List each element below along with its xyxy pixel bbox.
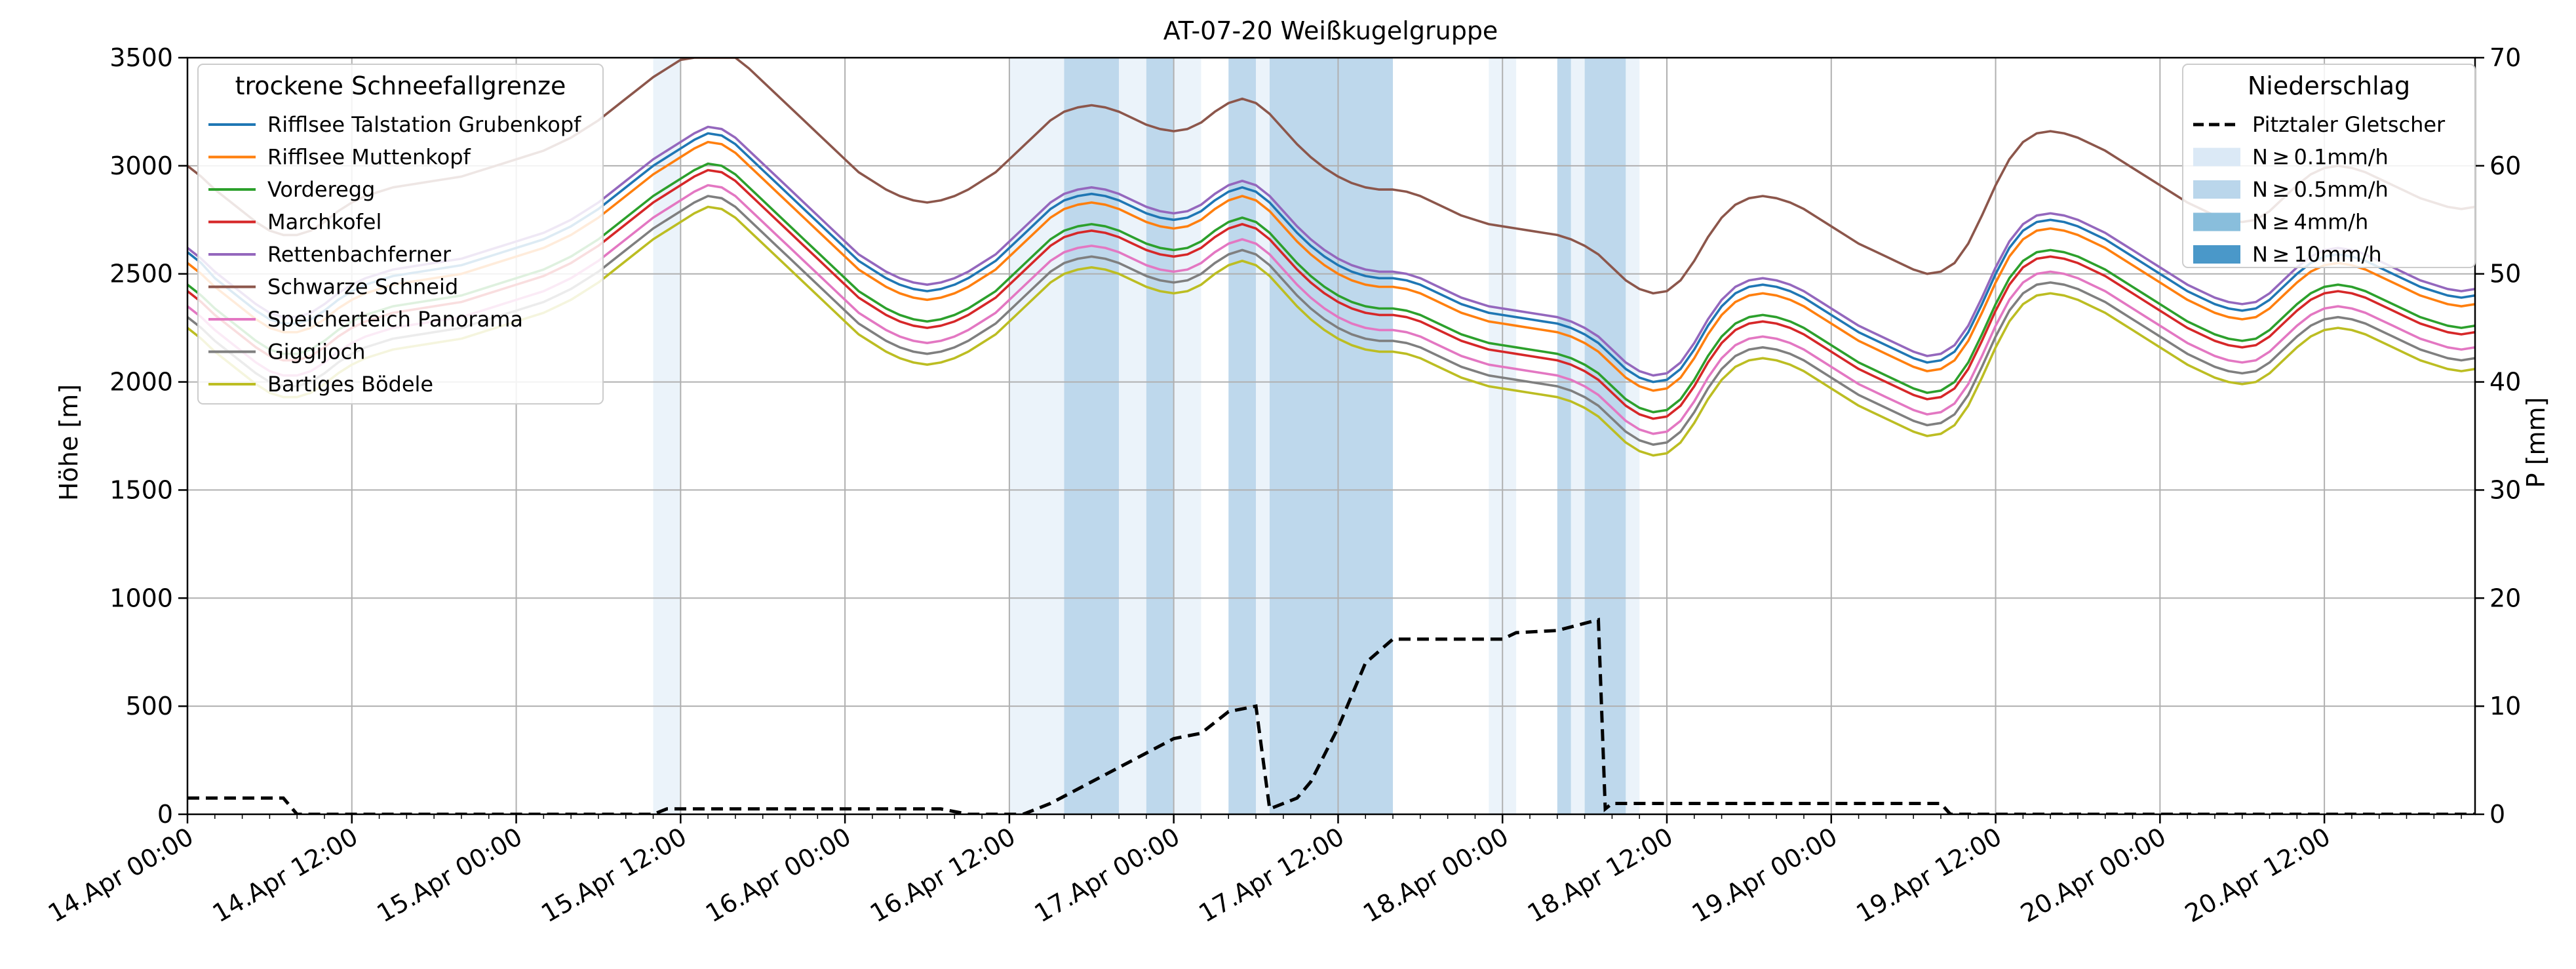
legend-band-swatch-1 — [2193, 148, 2240, 167]
y-tick-label: 3000 — [109, 151, 173, 180]
chart-title: AT-07-20 Weißkugelgruppe — [1163, 16, 1498, 45]
y-tick-label: 500 — [125, 692, 173, 721]
legend-label-8: Giggijoch — [267, 340, 366, 365]
legend-band-swatch-3 — [2193, 212, 2240, 231]
y2-tick-label: 10 — [2489, 692, 2521, 721]
precip-band — [1173, 58, 1201, 814]
precip-band — [1064, 58, 1120, 814]
y-tick-label: 1500 — [109, 475, 173, 504]
legend-label-2: Rifflsee Muttenkopf — [267, 145, 471, 170]
y-tick-label: 0 — [157, 800, 173, 829]
precip-band — [1571, 58, 1585, 814]
legend-label-6: Schwarze Schneid — [267, 275, 458, 300]
precip-band — [1119, 58, 1146, 814]
precip-band — [1256, 58, 1270, 814]
y2-tick-label: 20 — [2489, 583, 2521, 612]
y2-tick-label: 0 — [2489, 800, 2505, 829]
legend-precip-label: Pitztaler Gletscher — [2252, 112, 2446, 137]
legend-label-3: Vorderegg — [267, 177, 375, 202]
precip-band — [1146, 58, 1174, 814]
precip-line — [187, 618, 2475, 814]
legend-band-swatch-4 — [2193, 245, 2240, 264]
precip-band — [1557, 58, 1571, 814]
precip-band — [1269, 58, 1394, 814]
legend-left-box — [197, 64, 604, 405]
legend-band-swatch-2 — [2193, 180, 2240, 199]
y2-tick-label: 70 — [2489, 43, 2521, 72]
legend-label-7: Speicherteich Panorama — [267, 307, 523, 332]
legend-band-label-4: N ≥ 10mm/h — [2252, 242, 2382, 267]
y2-tick-label: 30 — [2489, 475, 2521, 504]
y-axis-label: Höhe [m] — [54, 384, 83, 501]
y2-tick-label: 40 — [2489, 368, 2521, 397]
legend-band-label-2: N ≥ 0.5mm/h — [2252, 177, 2389, 202]
legend-band-label-1: N ≥ 0.1mm/h — [2252, 145, 2389, 170]
legend-label-1: Rifflsee Talstation Grubenkopf — [267, 112, 581, 137]
legend-band-label-3: N ≥ 4mm/h — [2252, 210, 2368, 235]
legend-label-9: Bartiges Bödele — [267, 372, 433, 397]
precip-band — [1009, 58, 1064, 814]
y2-tick-label: 60 — [2489, 151, 2521, 180]
precip-band — [1228, 58, 1257, 814]
precip-band — [653, 58, 681, 814]
legend-right-title: Niederschlag — [2248, 71, 2410, 100]
plot-frame — [186, 56, 2476, 816]
y-tick-label: 2500 — [109, 260, 173, 288]
legend-left-title: trockene Schneefallgrenze — [235, 71, 566, 100]
y-tick-label: 3500 — [109, 43, 173, 72]
legend-label-4: Marchkofel — [267, 210, 381, 235]
y-tick-label: 1000 — [109, 583, 173, 612]
legend-right-box — [2182, 64, 2476, 268]
y2-axis-label: P [mm] — [2522, 397, 2550, 488]
legend-label-5: Rettenbachferner — [267, 242, 452, 267]
y2-tick-label: 50 — [2489, 260, 2521, 288]
y-tick-label: 2000 — [109, 368, 173, 397]
